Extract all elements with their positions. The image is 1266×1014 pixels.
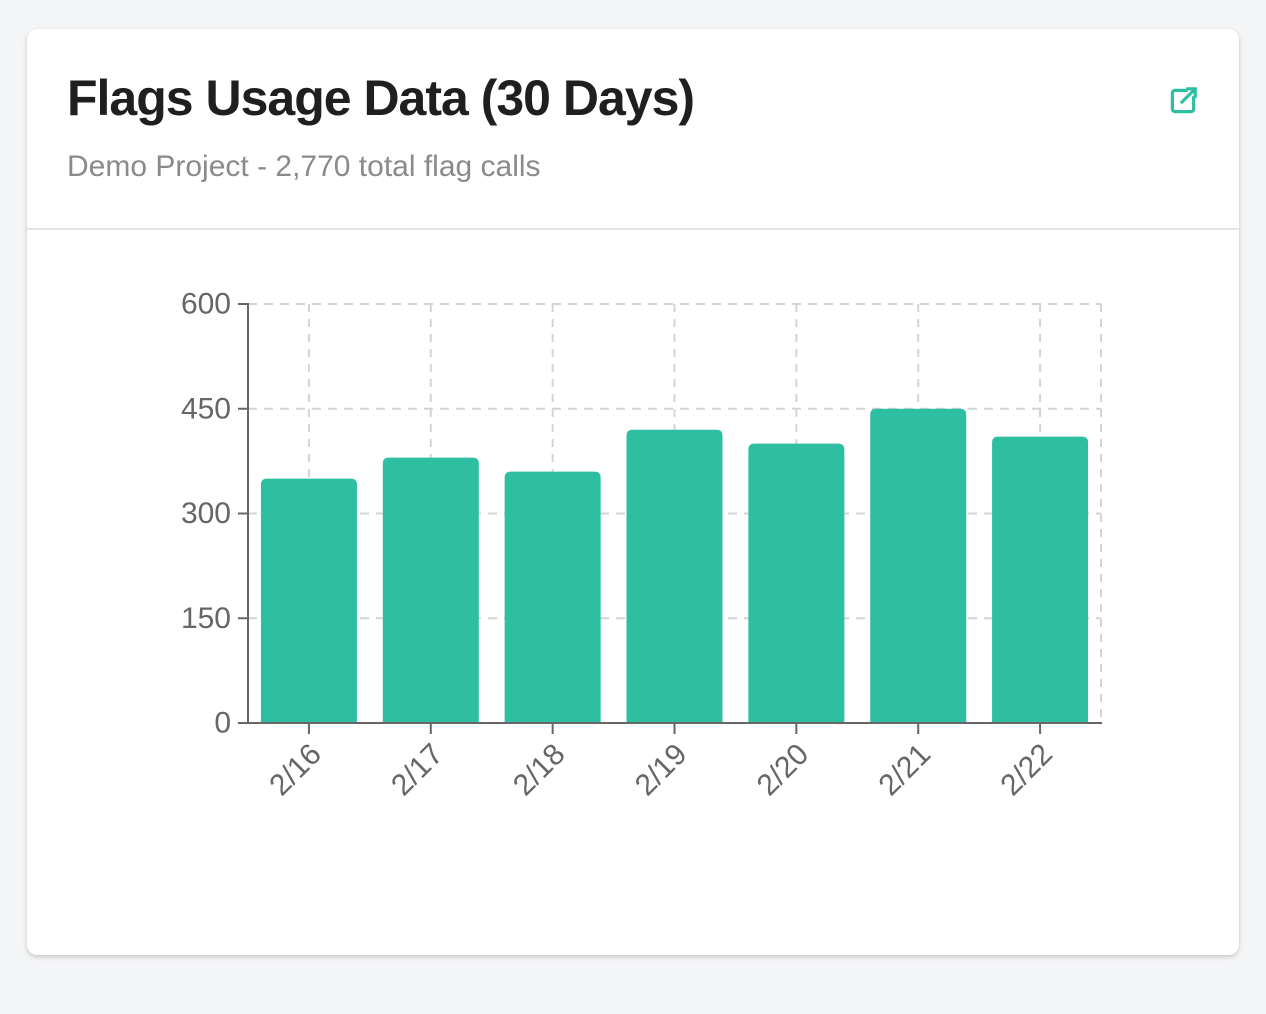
header-divider [27, 228, 1239, 230]
x-axis-label-2/20: 2/20 [751, 738, 816, 803]
x-axis-label-2/21: 2/21 [873, 738, 938, 803]
card-subtitle: Demo Project - 2,770 total flag calls [67, 150, 541, 183]
x-axis-label-2/18: 2/18 [507, 738, 572, 803]
bar-chart: 0 150 300 450 600 2/16 2/17 2/18 2/19 2/20 2/21 2/2… [181, 288, 1102, 803]
x-axis-label-2/17: 2/17 [385, 738, 450, 803]
bar-2/21 [870, 408, 967, 723]
x-axis-label-2/22: 2/22 [994, 738, 1059, 803]
card-title: Flags Usage Data (30 Days) [67, 70, 695, 126]
bar-2/17 [382, 457, 479, 723]
flags-usage-card: Flags Usage Data (30 Days) Demo Project … [27, 29, 1239, 955]
x-axis-label-2/16: 2/16 [263, 738, 328, 803]
bar-2/16 [260, 478, 357, 723]
external-link-icon [1170, 87, 1197, 114]
bar-2/22 [992, 436, 1089, 723]
y-axis-label-300: 300 [181, 497, 231, 530]
y-axis-label-150: 150 [181, 602, 231, 635]
bar-2/18 [504, 471, 601, 723]
external-link-button[interactable] [1161, 79, 1205, 123]
card-header: Flags Usage Data (30 Days) Demo Project … [27, 29, 1239, 228]
x-axis-label-2/19: 2/19 [629, 738, 694, 803]
bar-2/20 [748, 443, 845, 723]
bar-2/19 [626, 429, 723, 723]
y-axis-label-450: 450 [181, 392, 231, 425]
chart-container: 0 150 300 450 600 2/16 2/17 2/18 2/19 2/20 2/21 2/2… [27, 230, 1239, 955]
y-axis-label-600: 600 [181, 288, 231, 321]
y-axis-label-0: 0 [214, 707, 231, 740]
